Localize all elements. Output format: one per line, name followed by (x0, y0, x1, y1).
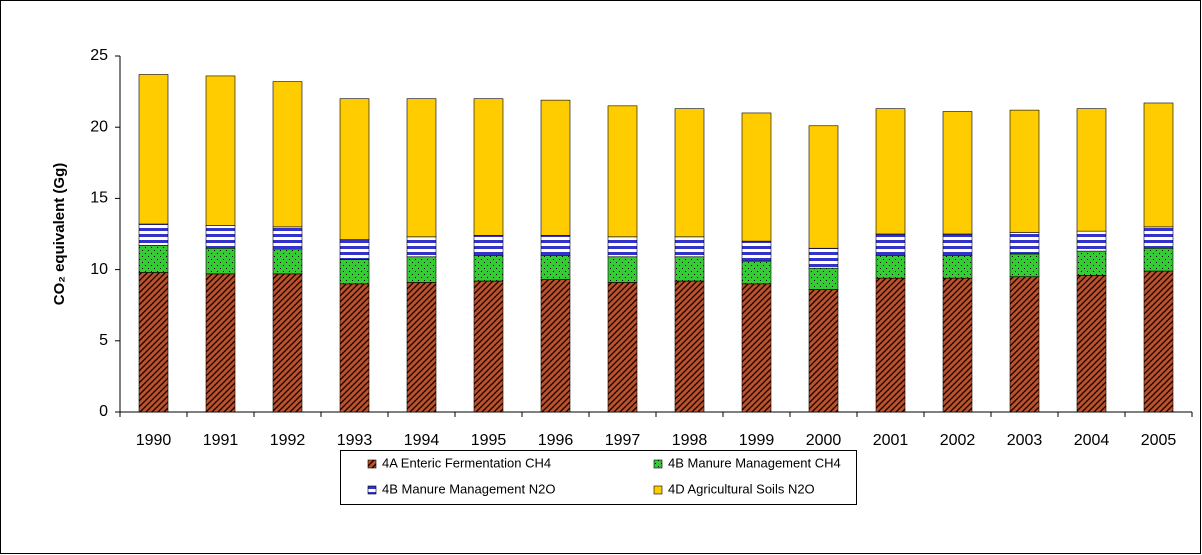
legend-box (340, 450, 857, 505)
x-tick-label: 1996 (538, 432, 574, 449)
bar-segment (607, 256, 638, 283)
y-tick-label: 0 (99, 403, 108, 420)
bar-segment (942, 233, 973, 256)
legend-swatch (653, 485, 663, 495)
bar-segment (406, 256, 437, 283)
bar-segment (741, 260, 772, 285)
bar-segment (205, 273, 236, 413)
bar-segment (1009, 276, 1040, 413)
bar-segment (674, 256, 705, 282)
bar-segment (1076, 250, 1107, 276)
bar-segment (473, 255, 504, 282)
bar-segment (942, 277, 973, 413)
bar-segment (942, 255, 973, 279)
bar-segment (339, 98, 370, 240)
bar-segment (741, 240, 772, 262)
bar-segment (1076, 230, 1107, 252)
y-tick-label: 25 (90, 47, 108, 64)
legend-swatch (653, 459, 663, 469)
y-tick-label: 15 (90, 190, 108, 207)
x-tick-label: 2004 (1074, 432, 1110, 449)
x-tick-label: 2001 (873, 432, 909, 449)
bar-segment (1143, 247, 1174, 272)
bar-segment (741, 283, 772, 413)
legend-label: 4D Agricultural Soils N2O (668, 481, 815, 496)
bar-segment (205, 247, 236, 275)
bar-segment (875, 108, 906, 235)
bar-segment (875, 255, 906, 279)
bar-segment (473, 235, 504, 256)
bar-segment (808, 125, 839, 249)
bar-segment (473, 280, 504, 413)
bar-segment (540, 99, 571, 236)
legend-label: 4B Manure Management CH4 (668, 455, 841, 470)
bar-segment (205, 225, 236, 249)
x-tick-label: 2005 (1141, 432, 1177, 449)
bar-segment (473, 98, 504, 236)
bar-segment (205, 75, 236, 226)
x-tick-label: 1997 (605, 432, 641, 449)
x-tick-label: 1998 (672, 432, 708, 449)
bar-segment (1143, 226, 1174, 249)
bar-segment (1143, 102, 1174, 228)
bar-segment (808, 289, 839, 413)
bar-segment (1009, 232, 1040, 255)
legend-swatch (367, 459, 377, 469)
legend-label: 4A Enteric Fermentation CH4 (382, 455, 551, 470)
bar-segment (607, 282, 638, 413)
x-tick-label: 2000 (806, 432, 842, 449)
bar-segment (406, 98, 437, 238)
bar-segment (808, 267, 839, 290)
bar-segment (875, 233, 906, 256)
y-axis-label: CO₂ equivalent (Gg) (51, 163, 68, 306)
bar-segment (540, 235, 571, 256)
bar-segment (1009, 253, 1040, 278)
bar-segment (272, 81, 303, 228)
x-tick-label: 1992 (270, 432, 306, 449)
x-tick-label: 1990 (136, 432, 172, 449)
bar-segment (272, 273, 303, 413)
bar-segment (1076, 274, 1107, 413)
bar-segment (1076, 108, 1107, 232)
bar-segment (138, 223, 169, 246)
x-tick-label: 1991 (203, 432, 239, 449)
bar-segment (339, 283, 370, 413)
bar-segment (674, 280, 705, 413)
bar-segment (339, 259, 370, 285)
y-tick-label: 10 (90, 261, 108, 278)
bar-segment (138, 245, 169, 273)
bar-segment (540, 279, 571, 413)
bar-segment (339, 239, 370, 260)
bar-segment (138, 74, 169, 225)
bar-segment (272, 249, 303, 275)
y-tick-label: 20 (90, 118, 108, 135)
bar-segment (540, 255, 571, 280)
x-tick-label: 1993 (337, 432, 373, 449)
x-tick-label: 2002 (940, 432, 976, 449)
bar-segment (406, 236, 437, 258)
bar-segment (1143, 270, 1174, 413)
x-tick-label: 1994 (404, 432, 440, 449)
x-tick-label: 2003 (1007, 432, 1043, 449)
legend-swatch (367, 485, 377, 495)
bar-segment (406, 282, 437, 413)
bar-segment (942, 111, 973, 235)
bar-segment (741, 112, 772, 242)
bar-segment (875, 277, 906, 413)
legend-label: 4B Manure Management N2O (382, 481, 555, 496)
bar-segment (138, 272, 169, 413)
bar-segment (607, 105, 638, 238)
x-tick-label: 1995 (471, 432, 507, 449)
bar-segment (272, 226, 303, 250)
bar-segment (808, 247, 839, 269)
bar-segment (1009, 109, 1040, 233)
bar-segment (607, 236, 638, 258)
bar-segment (674, 236, 705, 258)
y-tick-label: 5 (99, 332, 108, 349)
bar-segment (674, 108, 705, 238)
x-tick-label: 1999 (739, 432, 775, 449)
